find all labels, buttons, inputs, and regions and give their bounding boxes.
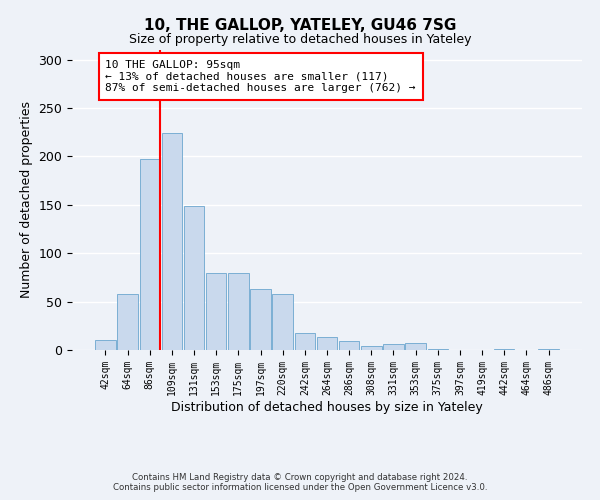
- Text: Contains HM Land Registry data © Crown copyright and database right 2024.
Contai: Contains HM Land Registry data © Crown c…: [113, 473, 487, 492]
- Bar: [339, 342, 359, 350]
- Bar: [206, 272, 226, 350]
- Bar: [295, 332, 315, 350]
- Bar: [95, 340, 116, 350]
- Bar: [317, 338, 337, 350]
- Bar: [428, 349, 448, 350]
- Bar: [184, 206, 204, 350]
- Bar: [161, 133, 182, 350]
- Bar: [494, 349, 514, 350]
- Bar: [538, 349, 559, 350]
- Text: 10 THE GALLOP: 95sqm
← 13% of detached houses are smaller (117)
87% of semi-deta: 10 THE GALLOP: 95sqm ← 13% of detached h…: [106, 60, 416, 93]
- Bar: [361, 346, 382, 350]
- Bar: [250, 289, 271, 350]
- Bar: [118, 294, 138, 350]
- Text: Size of property relative to detached houses in Yateley: Size of property relative to detached ho…: [129, 32, 471, 46]
- X-axis label: Distribution of detached houses by size in Yateley: Distribution of detached houses by size …: [171, 400, 483, 413]
- Bar: [140, 160, 160, 350]
- Bar: [228, 272, 248, 350]
- Bar: [406, 343, 426, 350]
- Y-axis label: Number of detached properties: Number of detached properties: [20, 102, 33, 298]
- Bar: [272, 294, 293, 350]
- Bar: [383, 344, 404, 350]
- Text: 10, THE GALLOP, YATELEY, GU46 7SG: 10, THE GALLOP, YATELEY, GU46 7SG: [144, 18, 456, 32]
